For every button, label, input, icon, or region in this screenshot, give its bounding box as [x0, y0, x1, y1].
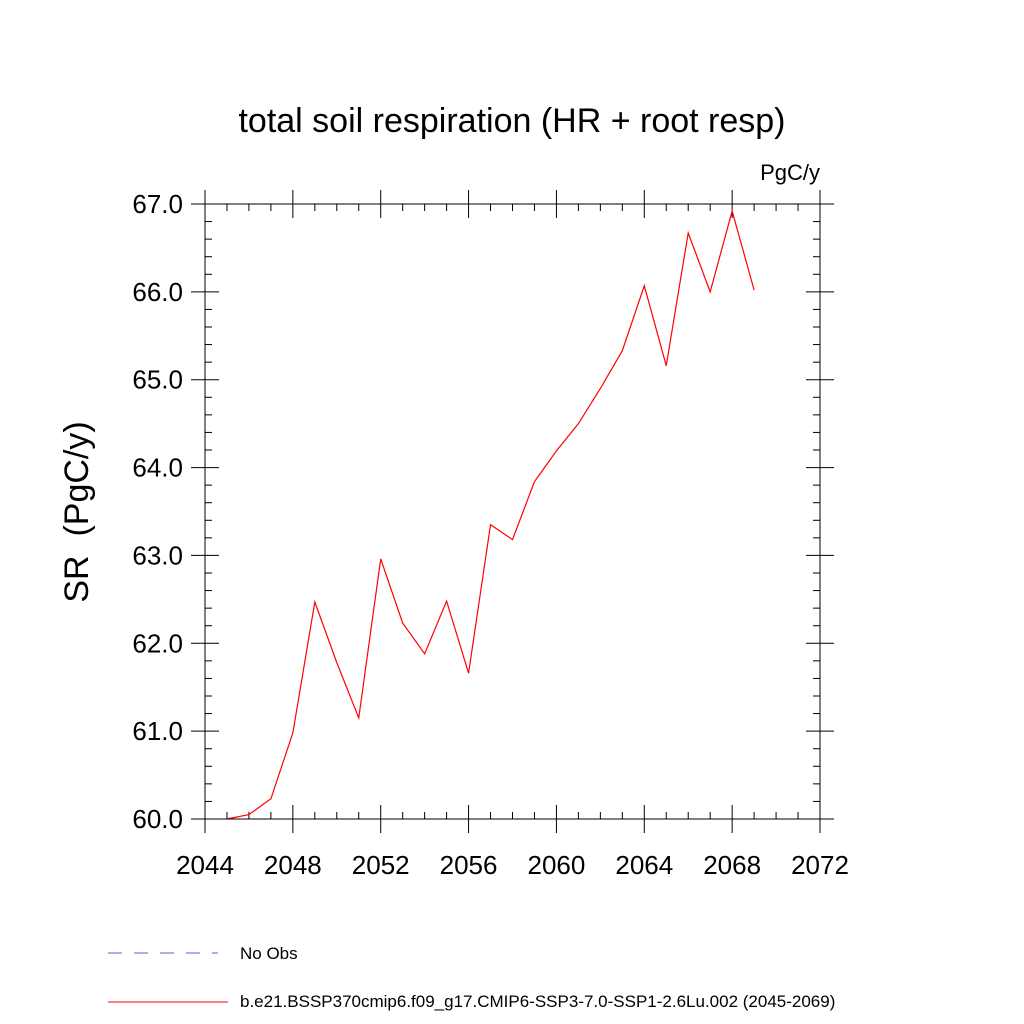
- y-tick-label: 64.0: [132, 453, 183, 483]
- x-tick-label: 2072: [791, 850, 849, 880]
- legend-label-model: b.e21.BSSP370cmip6.f09_g17.CMIP6-SSP3-7.…: [240, 992, 835, 1011]
- x-tick-label: 2044: [176, 850, 234, 880]
- x-tick-label: 2056: [440, 850, 498, 880]
- axis-ticks: [191, 190, 834, 833]
- x-tick-label: 2064: [615, 850, 673, 880]
- x-tick-label: 2052: [352, 850, 410, 880]
- y-tick-label: 60.0: [132, 804, 183, 834]
- x-tick-label: 2068: [703, 850, 761, 880]
- series-line-0: [226, 208, 755, 820]
- plot-frame: [204, 203, 821, 820]
- y-tick-label: 62.0: [132, 628, 183, 658]
- legend-label-no-obs: No Obs: [240, 944, 298, 963]
- legend: No Obs b.e21.BSSP370cmip6.f09_g17.CMIP6-…: [108, 944, 835, 1011]
- chart-title: total soil respiration (HR + root resp): [238, 102, 785, 140]
- x-tick-label: 2060: [528, 850, 586, 880]
- plot-series: [226, 208, 755, 820]
- y-axis-label: SR (PgC/y): [58, 421, 96, 602]
- y-tick-label: 67.0: [132, 189, 183, 219]
- y-tick-label: 61.0: [132, 716, 183, 746]
- units-label: PgC/y: [760, 160, 820, 185]
- y-tick-label: 63.0: [132, 540, 183, 570]
- y-tick-label: 65.0: [132, 365, 183, 395]
- axis-tick-labels: 2044 2048 2052 2056 2060 2064 2068 2072 60.0 61.0…: [132, 189, 849, 880]
- y-tick-label: 66.0: [132, 277, 183, 307]
- x-tick-label: 2048: [264, 850, 322, 880]
